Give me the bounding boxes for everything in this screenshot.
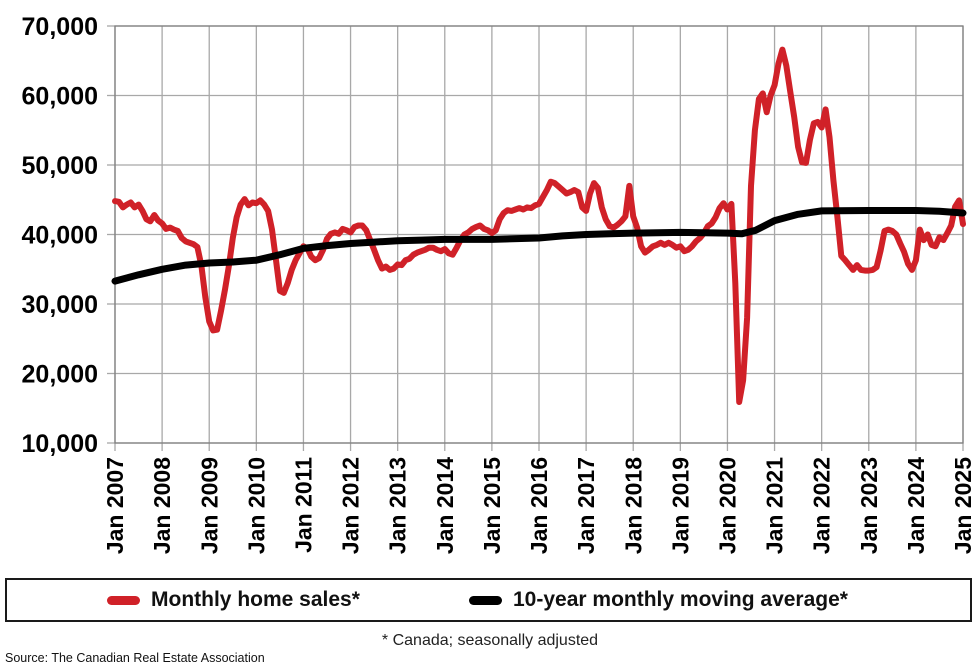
x-tick-label: Jan 2018 [620, 457, 646, 554]
x-tick-label: Jan 2007 [102, 457, 128, 554]
y-tick-label: 20,000 [22, 360, 98, 388]
x-tick-label: Jan 2023 [856, 457, 882, 554]
x-tick-label: Jan 2022 [809, 457, 835, 554]
y-tick-label: 70,000 [22, 13, 98, 41]
legend: Monthly home sales* 10-year monthly movi… [5, 578, 972, 622]
x-tick-label: Jan 2021 [762, 457, 788, 554]
legend-item-monthly-sales: Monthly home sales* [107, 588, 360, 612]
y-tick-label: 30,000 [22, 291, 98, 319]
plot-frame [114, 25, 964, 444]
x-tick-label: Jan 2016 [526, 457, 552, 554]
x-tick-label: Jan 2017 [573, 457, 599, 554]
y-tick-label: 50,000 [22, 152, 98, 180]
monthly-sales-line-marker [107, 595, 140, 605]
x-tick-label: Jan 2020 [714, 457, 740, 554]
source-attribution: Source: The Canadian Real Estate Associa… [5, 651, 265, 665]
sales-chart: 10,000 20,000 30,000 40,000 50,000 60,000 70,0… [22, 13, 977, 554]
x-tick-label: Jan 2010 [243, 457, 269, 554]
x-tick-label: Jan 2019 [667, 457, 693, 554]
legend-label-monthly-sales: Monthly home sales* [151, 588, 360, 611]
x-tick-label: Jan 2024 [903, 457, 929, 554]
x-tick-label: Jan 2008 [149, 457, 175, 554]
y-tick-label: 10,000 [22, 430, 98, 458]
x-tick-label: Jan 2013 [385, 457, 411, 554]
x-tick-label: Jan 2012 [338, 457, 364, 554]
x-tick-label: Jan 2011 [290, 457, 316, 553]
legend-item-moving-average: 10-year monthly moving average* [469, 588, 848, 612]
legend-label-moving-average: 10-year monthly moving average* [513, 588, 848, 611]
monthly-sales-series [112, 46, 966, 405]
footnote: * Canada; seasonally adjusted [381, 632, 599, 649]
x-tick-label: Jan 2015 [479, 457, 505, 554]
x-tick-label: Jan 2025 [950, 457, 976, 554]
x-tick-label: Jan 2014 [432, 457, 458, 554]
y-tick-label: 40,000 [22, 221, 98, 249]
y-tick-label: 60,000 [22, 82, 98, 110]
moving-average-series [111, 207, 967, 285]
x-tick-label: Jan 2009 [196, 457, 222, 554]
moving-average-line-marker [469, 595, 502, 605]
